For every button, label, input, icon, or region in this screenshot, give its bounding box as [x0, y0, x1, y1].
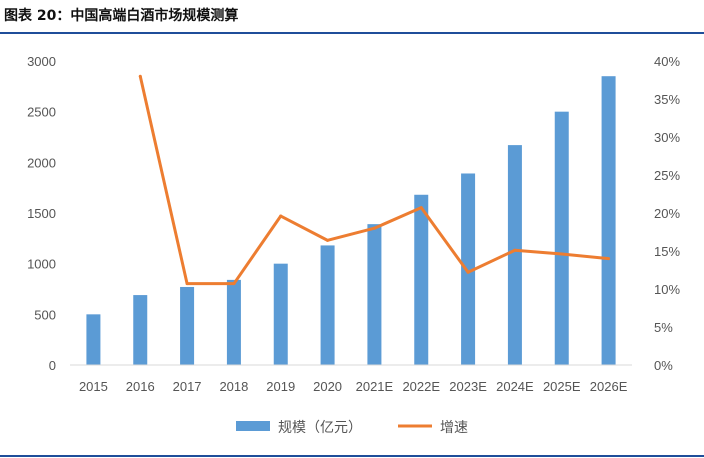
bar-2026E: [601, 76, 616, 365]
x-tick-label: 2017: [173, 379, 202, 394]
bar-2019: [273, 263, 288, 365]
x-tick-label: 2023E: [449, 379, 487, 394]
bar-2016: [133, 295, 148, 365]
bar-2024E: [507, 145, 522, 365]
legend-bar-swatch: [236, 421, 270, 431]
left-tick-label: 2000: [27, 155, 56, 170]
growth-point-2017: [185, 282, 189, 286]
legend: 规模（亿元） 增速: [236, 420, 468, 436]
left-tick-label: 2500: [27, 105, 56, 120]
right-tick-label: 25%: [654, 168, 680, 183]
right-tick-label: 20%: [654, 206, 680, 221]
x-tick-label: 2020: [313, 379, 342, 394]
bottom-rule: [0, 455, 704, 457]
x-tick-label: 2018: [219, 379, 248, 394]
right-tick-label: 5%: [654, 320, 673, 335]
growth-point-2019: [279, 214, 283, 218]
figure-title: 图表 20：中国高端白酒市场规模测算: [4, 8, 239, 24]
line-series: [138, 74, 611, 286]
bar-series: [86, 76, 616, 366]
x-tick-label: 2021E: [356, 379, 394, 394]
right-tick-label: 15%: [654, 244, 680, 259]
growth-point-2016: [138, 74, 142, 78]
x-tick-label: 2015: [79, 379, 108, 394]
left-tick-label: 500: [34, 307, 56, 322]
growth-point-2024E: [513, 248, 517, 252]
legend-line-label: 增速: [440, 420, 468, 436]
bar-2025E: [554, 111, 569, 366]
left-tick-label: 1000: [27, 257, 56, 272]
bar-2021E: [367, 224, 382, 365]
bar-2018: [226, 279, 241, 365]
x-tick-label: 2016: [126, 379, 155, 394]
growth-point-2018: [232, 282, 236, 286]
left-tick-label: 0: [49, 358, 56, 373]
growth-point-2021E: [372, 226, 376, 230]
right-tick-label: 0%: [654, 358, 673, 373]
growth-point-2023E: [466, 270, 470, 274]
bar-2015: [86, 314, 101, 365]
x-tick-label: 2026E: [590, 379, 628, 394]
right-tick-label: 30%: [654, 130, 680, 145]
growth-point-2022E: [419, 206, 423, 210]
title-rule: [0, 32, 704, 34]
bar-2023E: [461, 173, 476, 365]
market-size-chart: 0 500 1000 1500 2000 2500 3000 0% 5% 10% 15% 20% 25…: [27, 54, 680, 436]
x-tick-label: 2025E: [543, 379, 581, 394]
growth-point-2026E: [607, 257, 611, 261]
left-tick-label: 1500: [27, 206, 56, 221]
left-axis-ticks: 0 500 1000 1500 2000 2500 3000: [27, 54, 56, 373]
growth-point-2020: [326, 238, 330, 242]
growth-point-2025E: [560, 252, 564, 256]
bar-2022E: [414, 194, 429, 365]
right-tick-label: 10%: [654, 282, 680, 297]
right-tick-label: 40%: [654, 54, 680, 69]
right-tick-label: 35%: [654, 92, 680, 107]
bar-2020: [320, 245, 335, 365]
bar-2017: [180, 286, 195, 365]
right-axis-ticks: 0% 5% 10% 15% 20% 25% 30% 35% 40%: [654, 54, 680, 373]
x-tick-label: 2024E: [496, 379, 534, 394]
legend-bar-label: 规模（亿元）: [278, 420, 362, 436]
x-tick-label: 2019: [266, 379, 295, 394]
x-tick-label: 2022E: [402, 379, 440, 394]
x-axis-ticks: 2015 2016 2017 2018 2019 2020 2021E 2022E 2023E 2…: [79, 379, 628, 394]
left-tick-label: 3000: [27, 54, 56, 69]
